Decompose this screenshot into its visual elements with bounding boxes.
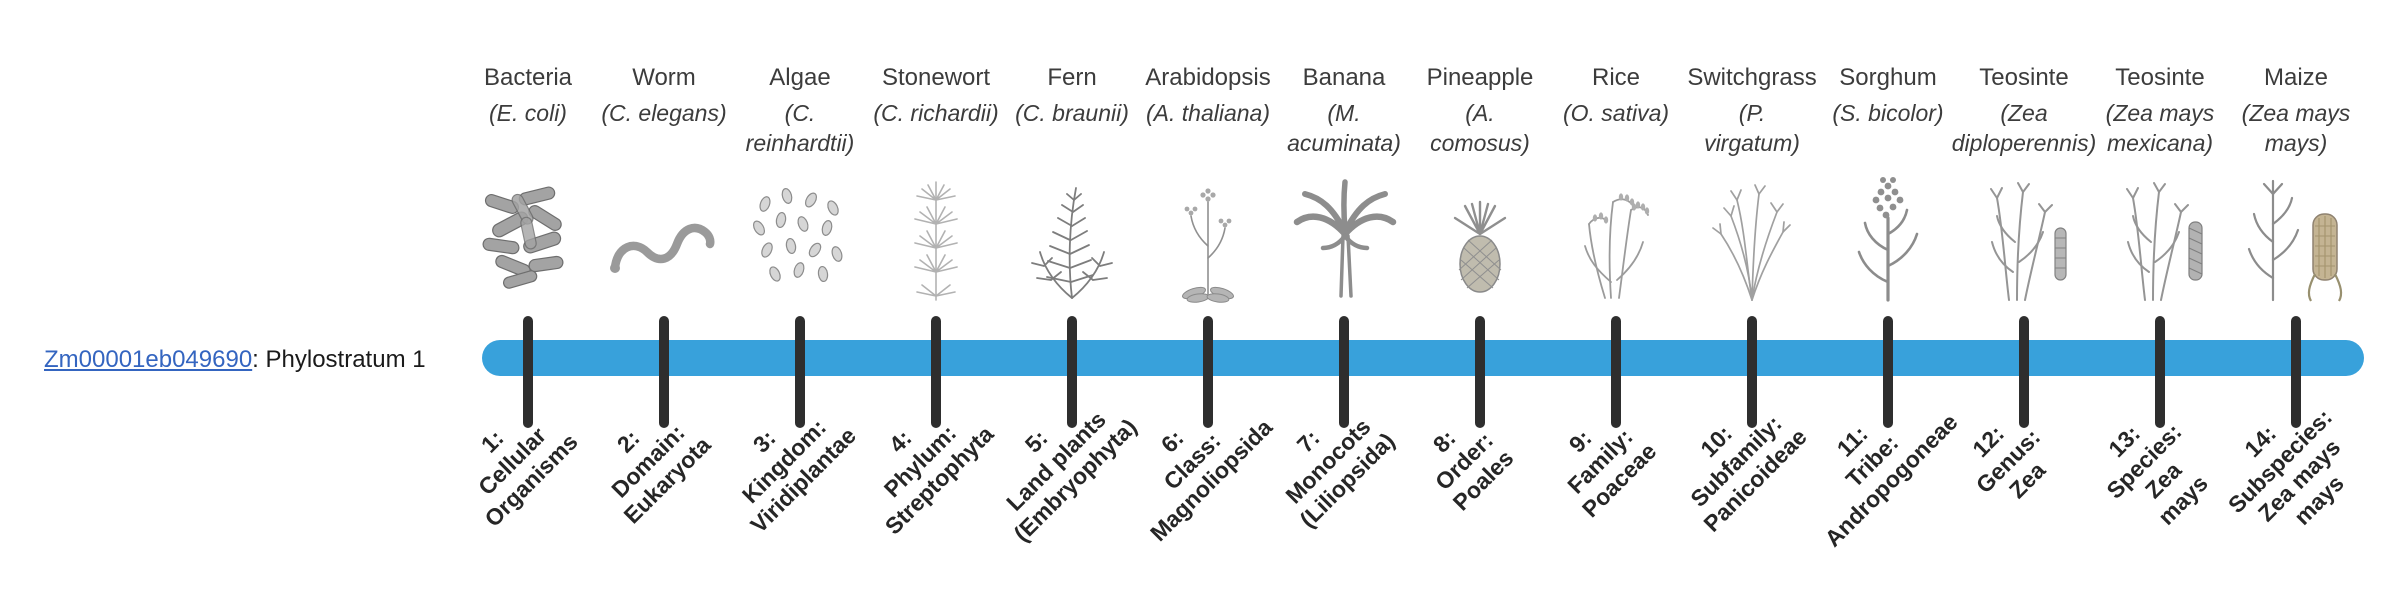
organism-label: Rice (O. sativa) (1536, 62, 1696, 129)
stonewort-illustration (871, 170, 1001, 310)
scientific-name-label: (Zea mays mays) (2241, 100, 2351, 156)
common-name-label: Pineapple (1426, 64, 1534, 91)
fern-illustration (1007, 170, 1137, 310)
tick-mark (1747, 316, 1757, 428)
organism-label: Arabidopsis (A. thaliana) (1128, 62, 1288, 129)
scientific-name-label: (A. thaliana) (1145, 100, 1270, 127)
scientific-name-label: (C. elegans) (601, 100, 727, 127)
sorghum-illustration (1823, 170, 1953, 310)
teosinte-mexicana-illustration (2095, 170, 2225, 310)
common-name-label: Rice (1591, 64, 1640, 91)
tick-mark (523, 316, 533, 428)
organism-label: Sorghum (S. bicolor) (1808, 62, 1968, 129)
arabidopsis-illustration (1143, 170, 1273, 310)
tick-mark (795, 316, 805, 428)
common-name-label: Teosinte (1979, 64, 2069, 91)
scientific-name-label: (C. richardii) (873, 100, 999, 127)
organism-label: Algae (C. reinhardtii) (720, 62, 880, 158)
bacteria-illustration (463, 170, 593, 310)
common-name-label: Arabidopsis (1145, 64, 1271, 91)
organism-label: Fern (C. braunii) (992, 62, 1152, 129)
phylostratum-diagram: Zm00001eb049690: Phylostratum 1 Bacteria… (44, 62, 2376, 552)
scientific-name-label: (C. reinhardtii) (745, 100, 855, 156)
tick-mark (1339, 316, 1349, 428)
organism-label: Teosinte (Zea mays mexicana) (2080, 62, 2240, 158)
scientific-name-label: (C. braunii) (1015, 100, 1129, 127)
common-name-label: Teosinte (2115, 64, 2205, 91)
rice-illustration (1551, 170, 1681, 310)
algae-illustration (735, 170, 865, 310)
pineapple-illustration (1415, 170, 1545, 310)
scientific-name-label: (P. virgatum) (1704, 100, 1800, 156)
scientific-name-label: (Zea diploperennis) (1951, 100, 2097, 156)
tick-mark (2155, 316, 2165, 428)
scientific-name-label: (M. acuminata) (1287, 100, 1401, 156)
organism-label: Maize (Zea mays mays) (2216, 62, 2376, 158)
organism-label: Pineapple (A. comosus) (1400, 62, 1560, 158)
common-name-label: Stonewort (881, 64, 991, 91)
tick-mark (1883, 316, 1893, 428)
tick-mark (931, 316, 941, 428)
maize-illustration (2231, 170, 2361, 310)
organism-label: Banana (M. acuminata) (1264, 62, 1424, 158)
tick-mark (1611, 316, 1621, 428)
scientific-name-label: (A. comosus) (1430, 100, 1530, 156)
scientific-name-label: (Zea mays mexicana) (2105, 100, 2215, 156)
common-name-label: Banana (1302, 64, 1386, 91)
worm-illustration (599, 170, 729, 310)
organism-label: Teosinte (Zea diploperennis) (1944, 62, 2104, 158)
common-name-label: Sorghum (1839, 64, 1937, 91)
scientific-name-label: (S. bicolor) (1832, 100, 1944, 127)
tick-mark (1475, 316, 1485, 428)
tick-mark (659, 316, 669, 428)
tick-mark (1203, 316, 1213, 428)
tick-mark (2291, 316, 2301, 428)
organism-label: Bacteria (E. coli) (448, 62, 608, 129)
banana-illustration (1279, 170, 1409, 310)
tick-mark (1067, 316, 1077, 428)
common-name-label: Algae (769, 64, 831, 91)
organism-label: Switchgrass (P. virgatum) (1672, 62, 1832, 158)
gene-link[interactable]: Zm00001eb049690 (44, 346, 253, 373)
gene-label-suffix: : Phylostratum 1 (252, 346, 426, 373)
common-name-label: Worm (632, 64, 696, 91)
switchgrass-illustration (1687, 170, 1817, 310)
common-name-label: Fern (1047, 64, 1097, 91)
common-name-label: Bacteria (483, 64, 573, 91)
common-name-label: Maize (2263, 64, 2329, 91)
scientific-name-label: (E. coli) (489, 100, 567, 127)
tick-mark (2019, 316, 2029, 428)
common-name-label: Switchgrass (1687, 64, 1817, 91)
organism-label: Worm (C. elegans) (584, 62, 744, 129)
scientific-name-label: (O. sativa) (1562, 100, 1670, 127)
organism-label: Stonewort (C. richardii) (856, 62, 1016, 129)
teosinte-diploperennis-illustration (1959, 170, 2089, 310)
gene-label: Zm00001eb049690: Phylostratum 1 (44, 346, 426, 375)
